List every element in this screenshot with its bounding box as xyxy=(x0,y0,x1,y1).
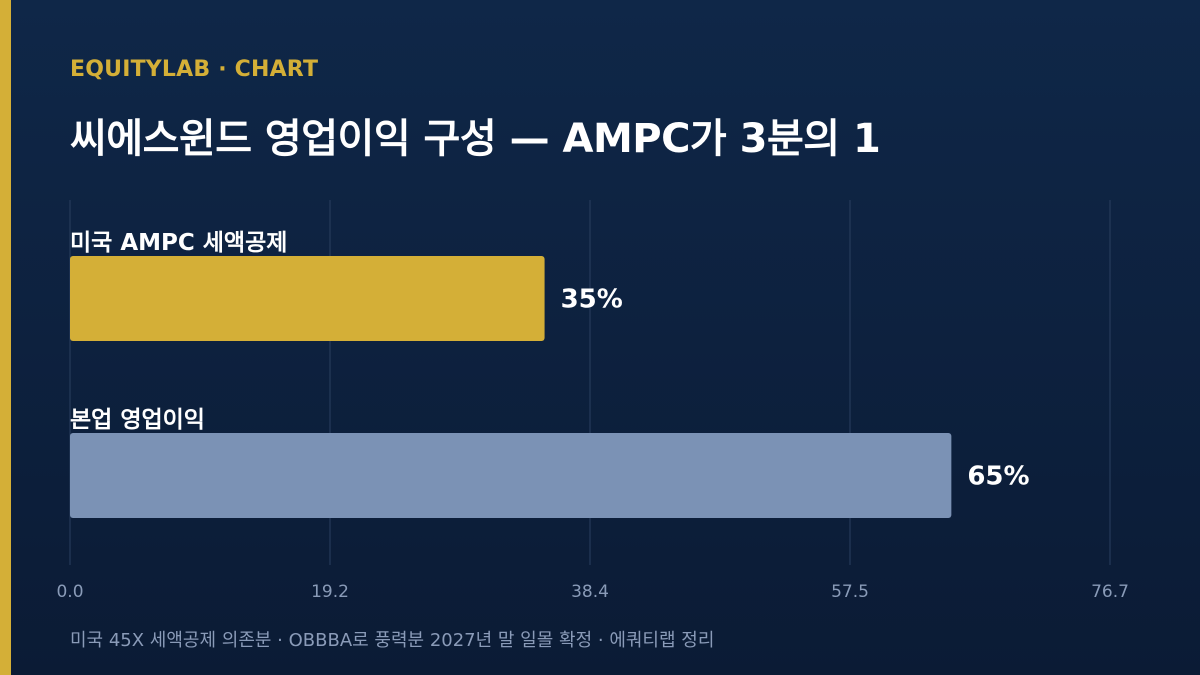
bar xyxy=(70,256,545,341)
value-label: 65% xyxy=(967,462,1029,492)
source-footnote: 미국 45X 세액공제 의존분 · OBBBA로 풍력분 2027년 말 일몰 … xyxy=(70,630,715,651)
bar xyxy=(70,433,952,518)
value-label: 35% xyxy=(561,285,623,315)
x-tick-label: 38.4 xyxy=(571,582,609,602)
x-tick-label: 57.5 xyxy=(831,582,869,602)
category-label: 본업 영업이익 xyxy=(70,407,205,433)
chart-title: 씨에스윈드 영업이익 구성 — AMPC가 3분의 1 xyxy=(70,116,881,162)
x-tick-label: 19.2 xyxy=(311,582,349,602)
accent-bar xyxy=(0,0,11,675)
category-label: 미국 AMPC 세액공제 xyxy=(70,230,287,256)
brand-label: EQUITYLAB · CHART xyxy=(70,57,319,82)
x-tick-label: 0.0 xyxy=(56,582,83,602)
x-tick-label: 76.7 xyxy=(1091,582,1129,602)
